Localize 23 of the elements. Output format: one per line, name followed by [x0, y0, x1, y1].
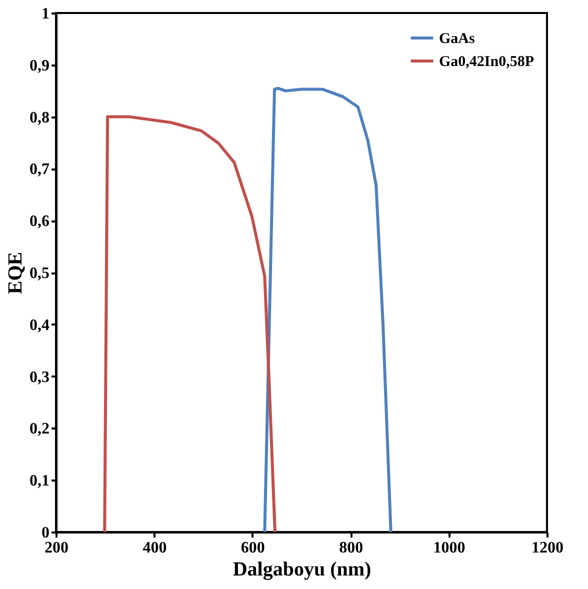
- x-tick-label: 1200: [532, 540, 564, 556]
- y-axis-title: EQE: [4, 252, 26, 294]
- x-axis-title: Dalgaboyu (nm): [232, 558, 372, 580]
- y-tick-label: 0,4: [30, 316, 50, 334]
- line-series: [103, 115, 276, 534]
- line-series: [263, 86, 392, 534]
- y-tick-label: 0,9: [30, 57, 50, 74]
- y-tick-label: 0: [42, 524, 50, 542]
- x-tick-label: 600: [240, 540, 265, 556]
- y-tick-label: 0,2: [30, 420, 50, 438]
- x-tick-label: 200: [44, 540, 68, 556]
- y-tick-label: 0,1: [30, 472, 50, 490]
- y-tick-label: 1: [42, 6, 50, 22]
- y-tick-label: 0,7: [30, 161, 50, 178]
- x-tick-label: 800: [339, 540, 364, 556]
- y-tick-label: 0,3: [30, 368, 50, 386]
- x-tick-label: 1000: [433, 540, 466, 556]
- y-tick-label: 0,5: [30, 265, 50, 282]
- y-tick-label: 0,6: [30, 213, 50, 230]
- x-tick-label: 400: [142, 540, 167, 556]
- legend-label: Ga0,42In0,58P: [439, 54, 534, 70]
- legend-label: GaAs: [439, 31, 475, 47]
- y-tick-label: 0,8: [30, 109, 50, 126]
